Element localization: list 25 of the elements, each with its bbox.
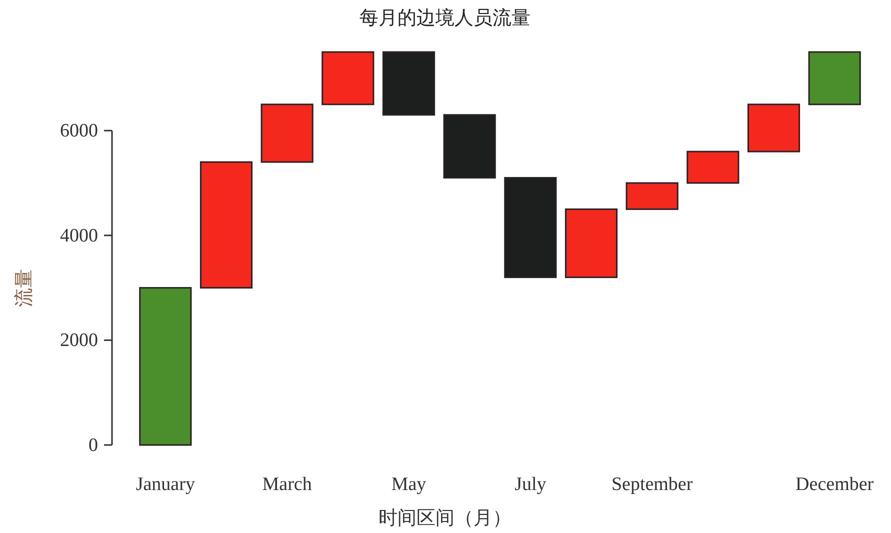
bar (200, 161, 253, 289)
y-tick-label: 2000 (60, 330, 98, 352)
x-tick-label: December (796, 474, 874, 495)
bar (564, 208, 618, 278)
bar (443, 114, 496, 179)
x-tick-label: July (514, 474, 547, 495)
bar (808, 51, 861, 106)
x-tick-label: March (262, 474, 312, 495)
bar (747, 104, 800, 152)
bar (626, 182, 678, 210)
y-tick-label: 0 (88, 435, 98, 456)
bar (260, 104, 314, 163)
x-tick-label: January (136, 474, 196, 495)
y-axis-title: 流量 (13, 269, 35, 307)
chart-title: 每月的边境人员流量 (360, 7, 530, 29)
x-tick-label: September (611, 474, 694, 495)
bar (686, 150, 740, 184)
x-tick-label: May (391, 474, 427, 495)
bar (504, 177, 557, 278)
bar (322, 51, 374, 106)
bar (382, 51, 436, 116)
y-tick-label: 6000 (60, 120, 98, 142)
x-axis-title: 时间区间（月） (378, 508, 512, 529)
bar (139, 287, 192, 446)
y-tick-label: 4000 (60, 225, 98, 246)
